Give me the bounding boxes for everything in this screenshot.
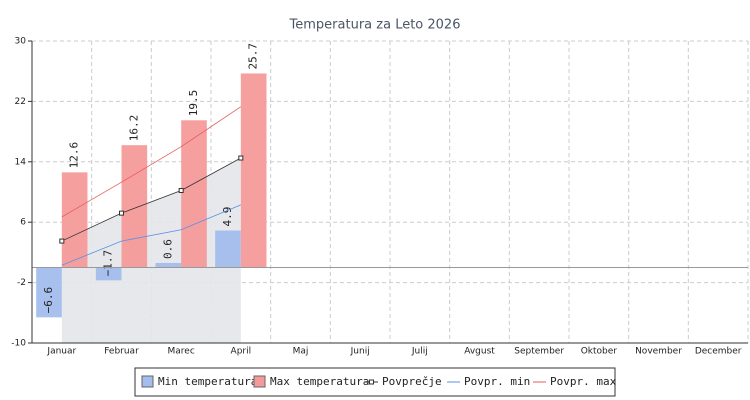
legend-item: Min temperatura <box>141 375 257 388</box>
legend-swatch <box>141 375 154 388</box>
value-label: 12.6 <box>68 142 81 169</box>
legend-item: Povprečje <box>365 375 442 388</box>
value-label: −6.6 <box>42 287 55 314</box>
x-tick-label: Marec <box>168 347 195 357</box>
legend-item: Max temperatura <box>253 375 369 388</box>
x-tick-label: Oktober <box>581 347 618 357</box>
value-label: 4.9 <box>221 207 234 227</box>
legend-marker <box>369 379 374 385</box>
bar <box>121 145 148 268</box>
y-tick-label: 22 <box>15 97 26 107</box>
x-tick-label: December <box>695 347 742 357</box>
legend: Min temperatura Max temperatura Povprečje P… <box>134 367 617 397</box>
x-tick-label: Februar <box>104 347 139 357</box>
series-line <box>61 106 242 218</box>
line-marker <box>178 187 184 193</box>
x-tick-label: Junij <box>350 347 370 357</box>
line-marker <box>59 238 65 244</box>
legend-label: Povpr. max <box>550 375 617 388</box>
x-tick-label: Maj <box>293 347 309 357</box>
y-tick-label: 6 <box>20 218 26 228</box>
bar <box>36 267 62 318</box>
legend-label: Povprečje <box>382 375 442 388</box>
x-tick-label: April <box>231 347 252 357</box>
bar <box>215 230 241 268</box>
bar <box>240 73 267 268</box>
value-label: −1.7 <box>102 250 115 277</box>
legend-swatch <box>253 375 266 388</box>
x-tick-label: Januar <box>46 347 76 357</box>
y-tick-label: -2 <box>17 278 26 288</box>
legend-label: Min temperatura <box>158 375 257 388</box>
legend-label: Max temperatura <box>270 375 369 388</box>
bar <box>95 267 122 281</box>
series-line <box>61 157 242 242</box>
x-tick-label: November <box>635 347 682 357</box>
y-tick-label: 30 <box>15 37 27 47</box>
y-tick-label: 14 <box>15 157 27 167</box>
x-tick-label: Julij <box>411 347 428 357</box>
legend-label: Povpr. min <box>464 375 530 388</box>
x-tick-label: September <box>514 347 564 357</box>
chart-title: Temperatura za Leto 2026 <box>289 18 461 33</box>
value-label: 16.2 <box>127 115 140 142</box>
line-marker <box>119 210 124 216</box>
bar <box>61 172 88 268</box>
value-label: 0.6 <box>161 239 174 259</box>
y-tick-label: -10 <box>11 339 26 349</box>
legend-item: Povpr. max <box>533 375 617 388</box>
bar <box>155 262 182 268</box>
line-marker <box>238 155 244 161</box>
value-label: 19.5 <box>187 90 200 117</box>
legend-item: Povpr. min <box>447 375 530 388</box>
area-fill <box>61 158 241 343</box>
value-label: 25.7 <box>247 43 260 70</box>
series-line <box>61 204 241 266</box>
x-tick-label: Avgust <box>464 347 495 357</box>
bar <box>181 120 207 268</box>
